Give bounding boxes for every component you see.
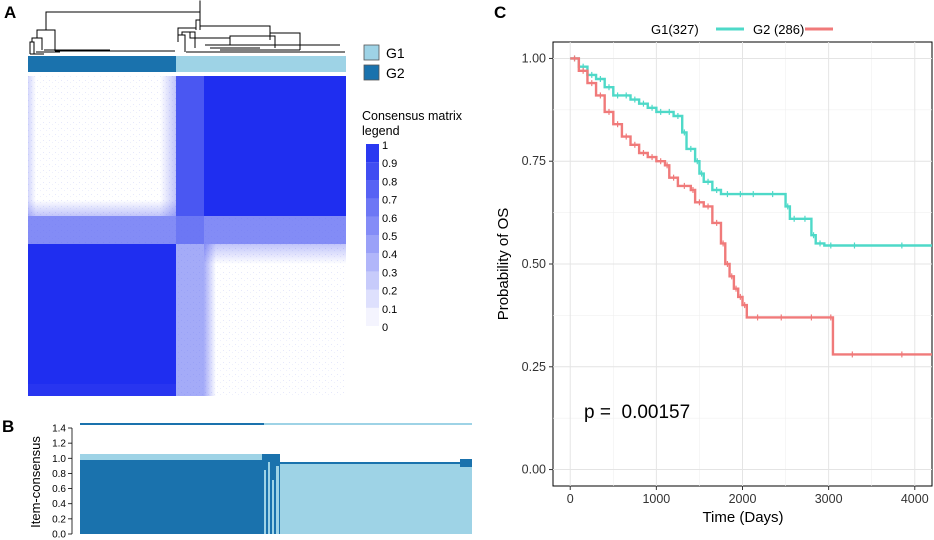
colorbar-g1 <box>176 56 346 72</box>
km-y-tick-label: 0.25 <box>522 360 546 374</box>
km-pvalue: p = 0.00157 <box>584 402 690 423</box>
legend-tick-label: 0.9 <box>382 158 397 170</box>
item-consensus-bars <box>80 454 472 534</box>
km-y-tick-label: 1.00 <box>522 51 546 65</box>
consensus-legend-title-2: legend <box>362 124 400 138</box>
ic-tick-label: 1.0 <box>52 454 66 465</box>
legend-g1-label: G1 <box>386 45 405 61</box>
km-x-tick-label: 4000 <box>901 492 929 506</box>
km-y-tick-label: 0.00 <box>522 463 546 477</box>
legend-swatch <box>366 253 379 272</box>
ic-tick-label: 1.4 <box>52 424 66 435</box>
km-y-tick-label: 0.50 <box>522 257 546 271</box>
km-x-tick-label: 3000 <box>815 492 843 506</box>
legend-swatch <box>366 180 379 199</box>
km-y-tick-label: 0.75 <box>522 154 546 168</box>
legend-tick-label: 0.7 <box>382 195 397 207</box>
ic-tick-label: 0.0 <box>52 530 66 540</box>
km-curve-g2 <box>570 57 932 356</box>
legend-g2-label: G2 <box>386 65 405 81</box>
legend-g2-swatch <box>363 64 380 81</box>
legend-g1-swatch <box>363 44 380 61</box>
ic-tick-label: 0.6 <box>52 484 66 495</box>
km-xlabel: Time (Days) <box>702 509 783 526</box>
panel-b-label: B <box>2 417 14 436</box>
legend-tick-label: 0 <box>382 322 388 334</box>
legend-swatch <box>366 307 379 326</box>
legend-swatch <box>366 271 379 290</box>
colorbar-g2 <box>28 56 176 72</box>
km-legend-g2-label: G2 (286) <box>753 22 804 37</box>
legend-swatch <box>366 216 379 235</box>
ic-tick-label: 0.8 <box>52 469 66 480</box>
transition-band-v <box>176 76 204 396</box>
consensus-legend-title-1: Consensus matrix <box>362 109 463 123</box>
legend-swatch <box>366 235 379 254</box>
block-g1-g1 <box>176 76 346 216</box>
km-x-tick-label: 0 <box>567 492 574 506</box>
km-plot: 0 1000 2000 3000 4000 0.00 0.25 0.50 0.75 1.00 <box>522 41 933 506</box>
item-consensus-axis: 1.4 1.2 1.0 0.8 0.6 0.4 0.2 0.0 <box>52 424 73 540</box>
ic-tick-label: 1.2 <box>52 439 66 450</box>
legend-swatch <box>366 289 379 308</box>
legend-swatch <box>366 144 379 163</box>
ic-tick-label: 0.2 <box>52 514 66 525</box>
panel-a-label: A <box>4 3 16 22</box>
ic-tick-label: 0.4 <box>52 499 66 510</box>
consensus-matrix <box>28 76 346 396</box>
legend-tick-label: 0.8 <box>382 176 397 188</box>
km-x-tick-label: 2000 <box>729 492 757 506</box>
panel-b-ylabel: Item-consensus <box>28 436 43 528</box>
km-legend-g1-label: G1(327) <box>651 22 699 37</box>
dendrogram <box>29 0 345 55</box>
legend-tick-label: 0.3 <box>382 267 397 279</box>
legend-tick-label: 0.6 <box>382 213 397 225</box>
km-x-tick-label: 1000 <box>642 492 670 506</box>
legend-swatch <box>366 162 379 181</box>
block-g2-g2 <box>28 244 176 396</box>
legend-swatch <box>366 198 379 217</box>
legend-tick-label: 0.1 <box>382 304 397 316</box>
panel-c-label: C <box>494 3 506 22</box>
legend-tick-label: 0.5 <box>382 231 397 243</box>
legend-tick-label: 0.4 <box>382 249 397 261</box>
legend-tick-label: 0.2 <box>382 286 397 298</box>
legend-tick-label: 1 <box>382 140 388 152</box>
consensus-legend-scale: 1 0.9 0.8 0.7 0.6 0.5 0.4 0.3 0.2 0.1 0 <box>366 140 397 334</box>
km-ylabel: Probability of OS <box>495 208 512 321</box>
